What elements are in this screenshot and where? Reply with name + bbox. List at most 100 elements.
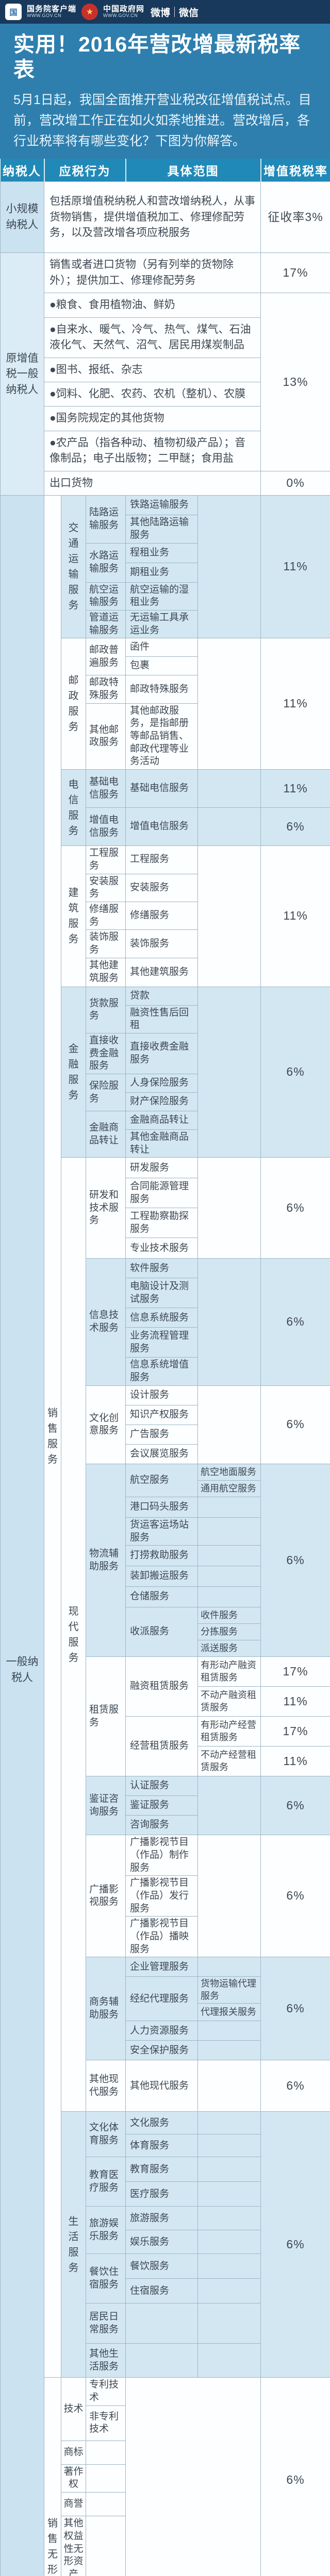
table-header: 纳税人 应税行为 具体范围 增值税税率 <box>0 159 330 182</box>
empty-cell <box>197 1258 261 1386</box>
subcategory-cell: 教育医疗服务 <box>85 2157 126 2207</box>
taxpayer-cell: 原增值税一般纳税人 <box>0 252 44 496</box>
empty-cell <box>197 2253 261 2279</box>
scope-cell: 餐饮服务 <box>125 2253 199 2279</box>
table-row: ●国务院规定的其他货物 <box>1 406 330 431</box>
subcategory-cell: 其他邮政服务 <box>85 703 126 770</box>
subcategory-cell: 其他权益性无形资产 <box>61 2516 86 2576</box>
table-row: ●粮食、食用植物油、鲜奶 13% <box>1 293 330 471</box>
table-row: ●图书、报纸、杂志 <box>1 357 330 383</box>
table-row: 其他权益性无形资产 <box>1 2516 330 2576</box>
table-row: 安全保护服务 <box>1 2040 330 2061</box>
rate-cell: 6% <box>260 986 330 1158</box>
subcategory-cell: 专利技术 <box>85 2377 126 2406</box>
subcategory-cell: 文化创意服务 <box>85 1385 126 1464</box>
scope-cell: 修缮服务 <box>125 901 199 930</box>
subcategory-cell: 鉴证咨询服务 <box>85 1776 126 1836</box>
empty-cell <box>197 1586 261 1608</box>
scope-cell: 港口码头服务 <box>125 1496 199 1518</box>
gov-client-url: WWW.GOV.CN <box>27 13 62 19</box>
content-cell: ●国务院规定的其他货物 <box>43 406 261 431</box>
table-row: 分拣服务 <box>1 1623 330 1641</box>
scope-cell: 其他陆路运输服务 <box>125 515 199 544</box>
table-row: 信息系统增值服务 <box>1 1357 330 1386</box>
table-row: 直接收费金融服务 直接收费金融服务 <box>1 1032 330 1075</box>
subcategory-cell: 其他生活服务 <box>85 2343 126 2378</box>
scope-cell: 安全保护服务 <box>125 2040 199 2061</box>
empty-cell <box>197 2060 261 2112</box>
table-row: 打捞救助服务 <box>1 1545 330 1567</box>
category-cell: 交通运输服务 <box>61 495 86 639</box>
category-cell: 建筑服务 <box>61 845 86 987</box>
table-row: 居民日常服务 <box>1 2303 330 2344</box>
scope-cell: 医疗服务 <box>125 2181 199 2207</box>
table-row: 金融商品转让 金融商品转让 <box>1 1111 330 1158</box>
table-row: 会议展览服务 <box>1 1444 330 1464</box>
intro-paragraph: 5月1日起，我国全面推开营业税改征增值税试点。目前，营改增工作正在如火如荼地推进… <box>13 93 311 149</box>
subcategory-cell: 文化体育服务 <box>85 2111 126 2158</box>
scope-cell: 融资性售后回租 <box>125 1005 199 1034</box>
scope-detail-cell: 收件服务 <box>197 1607 261 1624</box>
table-row: 管道运输服务 无运输工具承运业务 <box>1 609 330 639</box>
rate-cell: 6% <box>260 1157 330 1259</box>
weixin-label: 微信 <box>179 7 199 19</box>
scope-cell: 研发服务 <box>125 1157 199 1179</box>
scope-cell: 其他金融商品转让 <box>125 1129 199 1158</box>
gov-site-name: 中国政府网 <box>103 5 145 14</box>
rate-cell: 11% <box>260 495 330 639</box>
scope-cell: 住宿服务 <box>125 2278 199 2304</box>
table-row: 租赁服务 融资租赁服务 有形动产融资租赁服务 17% <box>1 1656 330 1777</box>
scope-cell: 装饰服务 <box>125 929 199 958</box>
scope-cell: 融资租赁服务 <box>125 1656 199 1717</box>
scope-cell: 无运输工具承运业务 <box>125 609 199 639</box>
category-cell: 金融服务 <box>61 986 86 1158</box>
column-header: 增值税税率 <box>260 159 330 182</box>
empty-cell <box>197 769 261 808</box>
scope-cell: 安装服务 <box>125 873 199 902</box>
scope-cell: 贷款 <box>125 986 199 1006</box>
scope-cell: 其他建筑服务 <box>125 957 199 987</box>
scope-cell: 咨询服务 <box>125 1815 199 1836</box>
content-cell: ●自来水、暖气、冷气、热气、煤气、石油液化气、天然气、沼气、居民用煤炭制品 <box>43 317 261 358</box>
scope-cell: 教育服务 <box>125 2157 199 2182</box>
subcategory-cell: 陆路运输服务 <box>85 495 126 544</box>
scope-cell: 企业管理服务 <box>125 1957 199 1977</box>
column-header: 纳税人 <box>0 159 44 182</box>
scope-cell: 信息系统增值服务 <box>125 1357 199 1386</box>
rate-cell: 0% <box>260 470 330 496</box>
scope-cell: 会议展览服务 <box>125 1444 199 1464</box>
subcategory-cell: 航空运输服务 <box>85 582 126 611</box>
table-row: 其他邮政服务 其他邮政服务，是指邮册等邮品销售、邮政代理等业务活动 <box>1 703 330 770</box>
subcategory-cell: 研发和技术服务 <box>85 1157 126 1259</box>
table-row: 现代服务 研发和技术服务 研发服务 6% <box>1 1157 330 2112</box>
national-emblem-icon: ★ <box>81 4 98 20</box>
scope-cell: 工程勘察勘探服务 <box>125 1208 199 1239</box>
gov-client-logo: 国务院客户端 WWW.GOV.CN <box>27 5 76 18</box>
subcategory-cell: 租赁服务 <box>85 1656 126 1777</box>
category-cell: 销售服务 <box>44 495 61 2378</box>
empty-cell <box>197 1957 261 1977</box>
subcategory-cell: 著作权 <box>61 2464 86 2493</box>
scope-detail-cell: 不动产经营租赁服务 <box>197 1746 261 1777</box>
empty-cell <box>197 1385 261 1464</box>
gov-client-app-icon: 国 <box>5 4 22 20</box>
table-row: 货运客运场站服务 <box>1 1517 330 1546</box>
empty-cell <box>85 2492 126 2517</box>
scope-cell: 邮政特殊服务 <box>125 675 199 704</box>
scope-cell: 娱乐服务 <box>125 2230 199 2255</box>
empty-cell <box>197 2230 261 2255</box>
table-row: 邮政特殊服务 邮政特殊服务 <box>1 675 330 704</box>
table-row: 港口码头服务 <box>1 1496 330 1518</box>
content-cell: ●粮食、食用植物油、鲜奶 <box>43 293 261 318</box>
category-cell: 现代服务 <box>61 1157 86 2112</box>
table-row: 航空运输服务 航空运输的湿租业务 <box>1 582 330 611</box>
table-row: 收派服务 收件服务 <box>1 1607 330 1657</box>
empty-cell <box>197 2021 261 2041</box>
scope-cell: 金融商品转让 <box>125 1111 199 1130</box>
subcategory-cell: 装饰服务 <box>85 929 126 958</box>
table-row: 广告服务 <box>1 1424 330 1445</box>
table-row: 专业技术服务 <box>1 1238 330 1259</box>
rate-cell: 11% <box>260 638 330 770</box>
subcategory-cell: 金融商品转让 <box>85 1111 126 1158</box>
empty-cell <box>197 1545 261 1567</box>
